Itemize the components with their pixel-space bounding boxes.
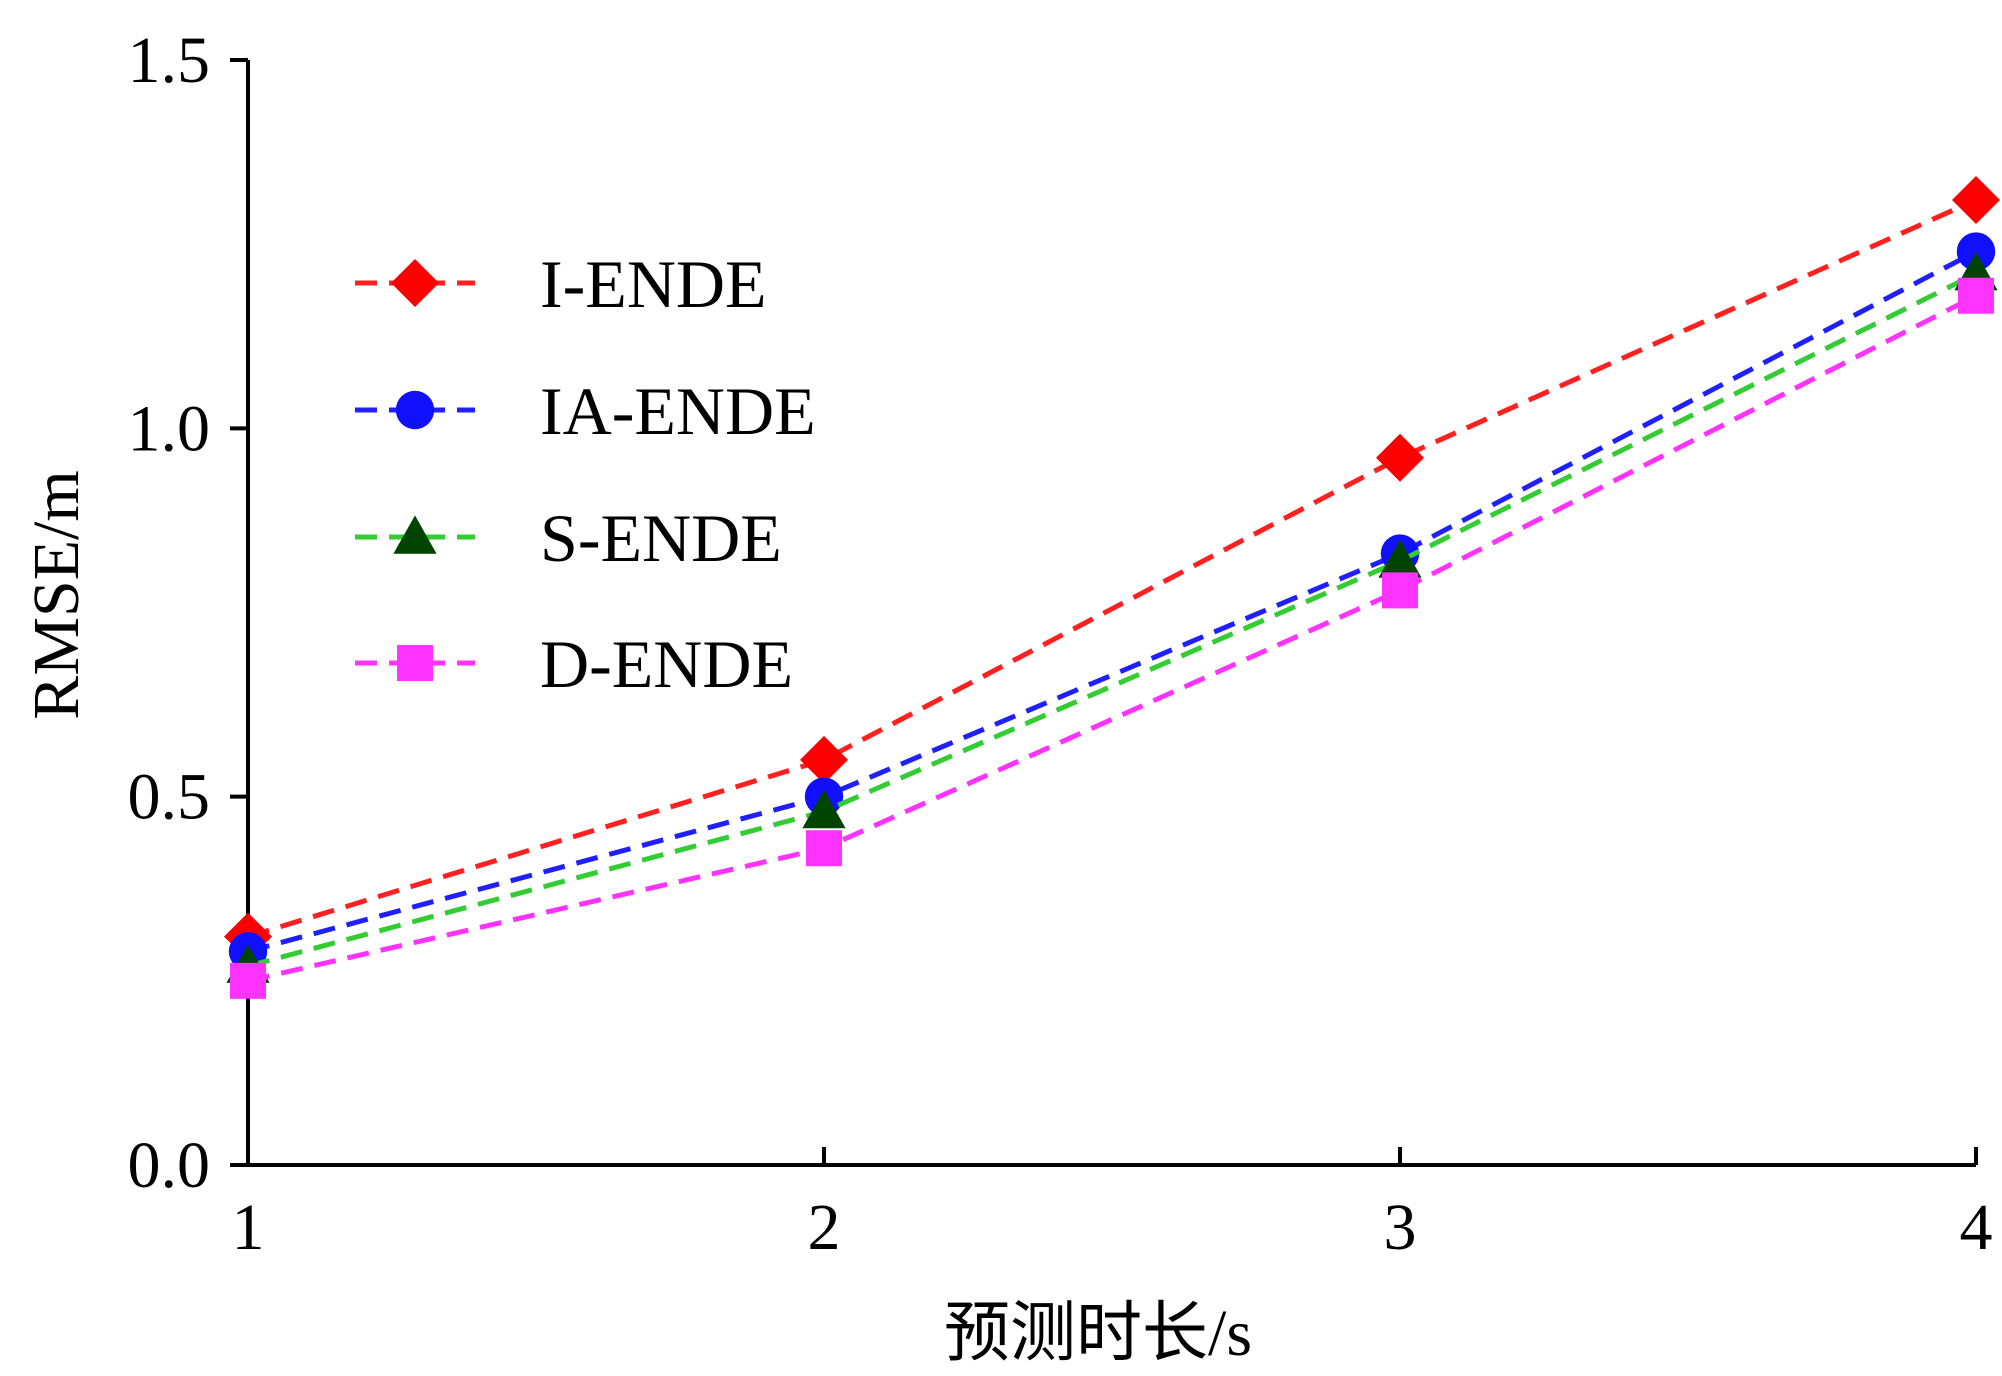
x-tick-label: 4 (1960, 1191, 1993, 1264)
x-tick-label: 3 (1384, 1191, 1417, 1264)
legend-marker-square (397, 645, 433, 681)
legend-marker-circle (395, 390, 435, 430)
series-i-ende (224, 175, 2000, 961)
data-point-square (1958, 277, 1994, 314)
series-layer (224, 175, 2000, 999)
axes: 0.0 0.5 1.0 1.5 1 2 3 4 (128, 24, 1993, 1264)
legend-item: IA-ENDE (355, 373, 816, 449)
data-point-diamond (1952, 175, 2000, 224)
y-tick-label: 0.0 (128, 1129, 211, 1202)
legend-item: S-ENDE (355, 500, 782, 576)
data-point-diamond (1376, 433, 1424, 482)
legend-marker-triangle (393, 515, 437, 554)
data-point-triangle (1378, 539, 1422, 578)
data-point-square (230, 962, 266, 999)
x-tick-label: 2 (808, 1191, 841, 1264)
data-point-circle (1956, 232, 1996, 271)
series-line (247, 293, 1978, 984)
legend-label: S-ENDE (540, 500, 782, 576)
data-point-diamond (800, 735, 848, 784)
data-point-square (1382, 572, 1418, 609)
legend-label: I-ENDE (540, 246, 767, 322)
series-line (247, 197, 1978, 940)
series-d-ende (230, 277, 1994, 999)
y-axis-title: RMSE/m (20, 470, 93, 719)
series-line (247, 249, 1978, 954)
y-tick-label: 1.5 (128, 24, 211, 97)
legend-marker-diamond (391, 259, 439, 307)
legend-label: IA-ENDE (540, 373, 816, 449)
series-s-ende (226, 252, 1998, 983)
series-line (247, 271, 1978, 969)
legend: I-ENDE IA-ENDE S-ENDE D-ENDE (355, 246, 816, 702)
data-point-square (806, 830, 842, 867)
data-point-triangle (802, 789, 846, 829)
legend-item: D-ENDE (355, 626, 793, 702)
legend-label: D-ENDE (540, 626, 793, 702)
y-tick-label: 1.0 (128, 392, 211, 465)
legend-item: I-ENDE (355, 246, 767, 322)
x-axis-title: 预测时长/s (944, 1297, 1252, 1370)
y-tick-label: 0.5 (128, 761, 211, 834)
x-tick-label: 1 (232, 1191, 265, 1264)
